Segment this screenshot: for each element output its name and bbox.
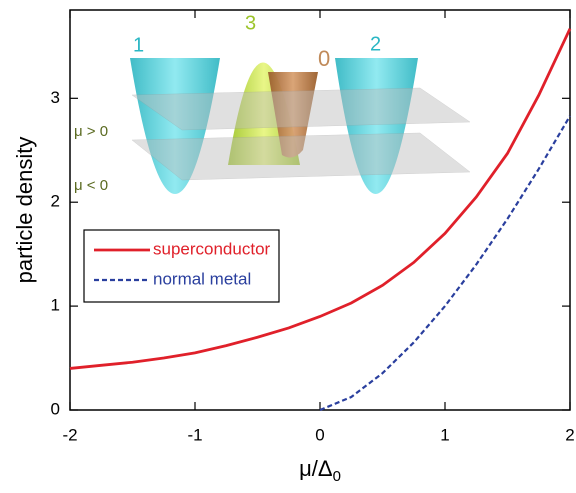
x-axis-label-sub: 0 — [333, 468, 341, 485]
x-axis-label-main: μ/Δ — [299, 456, 333, 481]
legend-label: normal metal — [153, 269, 251, 288]
x-tick-label: 0 — [315, 425, 324, 444]
annotation: μ > 0 — [74, 123, 108, 140]
annotation: 2 — [370, 33, 381, 55]
band-0 — [268, 72, 318, 158]
x-tick-label: -1 — [187, 425, 202, 444]
series-line — [69, 28, 572, 370]
annotation: 0 — [318, 46, 330, 71]
annotation: 3 — [245, 12, 256, 34]
y-tick-label: 2 — [51, 192, 60, 211]
x-tick-label: 2 — [565, 425, 574, 444]
y-tick-label: 0 — [51, 399, 60, 418]
legend — [83, 229, 280, 303]
plane-upper — [131, 87, 471, 131]
y-tick-label: 3 — [51, 88, 60, 107]
x-axis-label: μ/Δ0 — [299, 456, 341, 485]
x-tick-label: -2 — [62, 425, 77, 444]
y-axis-label: particle density — [12, 137, 37, 284]
band-1 — [130, 58, 220, 194]
x-tick-label: 1 — [440, 425, 449, 444]
annotation: μ < 0 — [74, 177, 108, 194]
plane-lower — [131, 132, 471, 181]
series-line — [319, 115, 571, 412]
annotation: 1 — [133, 34, 144, 56]
legend-label: superconductor — [153, 239, 271, 258]
band-2 — [335, 58, 418, 194]
y-tick-label: 1 — [51, 296, 60, 315]
inset-illustration — [130, 58, 471, 194]
